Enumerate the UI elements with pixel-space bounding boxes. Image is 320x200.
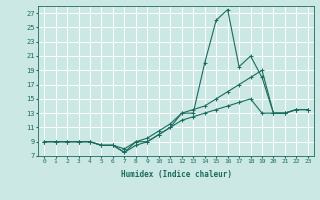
X-axis label: Humidex (Indice chaleur): Humidex (Indice chaleur) bbox=[121, 170, 231, 179]
